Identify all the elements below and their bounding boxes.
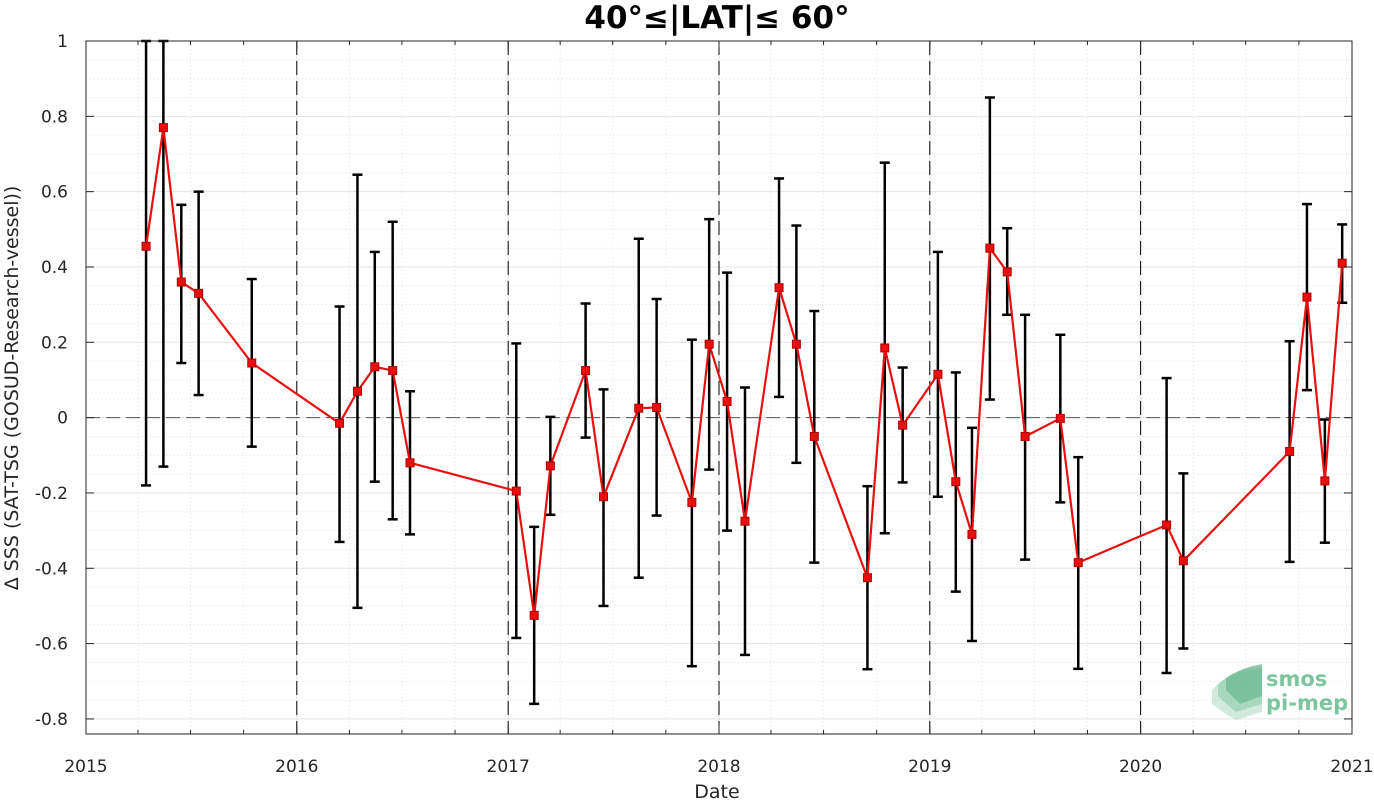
data-point	[634, 403, 644, 413]
series-markers	[141, 123, 1347, 620]
y-axis-label: Δ SSS (SAT-TSG (GOSUD-Research-vessel))	[1, 186, 23, 591]
data-point	[1055, 413, 1065, 423]
x-tick-label: 2017	[487, 757, 530, 777]
x-tick-label: 2015	[64, 757, 107, 777]
x-tick-label: 2021	[1330, 757, 1373, 777]
chart-title: 40°≤|LAT|≤ 60°	[584, 0, 849, 36]
data-point	[898, 420, 908, 430]
smos-pi-mep-logo: smos pi-mep	[1212, 664, 1348, 720]
data-point	[598, 492, 608, 502]
data-point	[1302, 292, 1312, 302]
y-tick-label: -0.4	[35, 559, 68, 579]
y-tick-label: 0	[57, 409, 68, 429]
data-point	[967, 529, 977, 539]
data-point	[388, 366, 398, 376]
data-point	[335, 418, 345, 428]
data-point	[405, 458, 415, 468]
data-point	[1337, 258, 1347, 268]
data-point	[176, 277, 186, 287]
data-point	[529, 610, 539, 620]
data-point	[158, 123, 168, 133]
x-tick-label: 2019	[908, 757, 951, 777]
data-point	[194, 288, 204, 298]
x-tick-label: 2020	[1119, 757, 1162, 777]
data-point	[247, 358, 257, 368]
data-point	[1020, 431, 1030, 441]
logo-text-line2: pi-mep	[1266, 691, 1348, 715]
data-point	[722, 396, 732, 406]
y-tick-label: 0.6	[41, 183, 68, 203]
data-point	[1002, 267, 1012, 277]
y-tick-label: -0.2	[35, 484, 68, 504]
data-point	[809, 431, 819, 441]
logo-text-line1: smos	[1266, 667, 1327, 691]
data-point	[370, 362, 380, 372]
data-point	[880, 343, 890, 353]
data-point	[933, 369, 943, 379]
data-point	[1162, 520, 1172, 530]
error-bar	[158, 39, 169, 468]
data-point	[141, 241, 151, 251]
y-tick-label: 0.2	[41, 333, 68, 353]
data-point	[511, 486, 521, 496]
data-point	[704, 339, 714, 349]
data-point	[652, 402, 662, 412]
error-bar	[141, 39, 152, 487]
data-point	[352, 386, 362, 396]
y-axis-ticks: 1 0.8 0.6 0.4 0.2 0 -0.2 -0.4 -0.6 -0.8	[35, 32, 1352, 730]
data-point	[862, 573, 872, 583]
error-bars	[141, 39, 1348, 706]
data-point	[1320, 476, 1330, 486]
y-tick-label: -0.8	[35, 710, 68, 730]
data-point	[1285, 447, 1295, 457]
data-point	[545, 461, 555, 471]
logo-waves-icon	[1212, 664, 1262, 720]
x-tick-label: 2018	[697, 757, 740, 777]
x-axis-label: Date	[694, 781, 739, 801]
year-boundary-lines	[296, 41, 1142, 734]
data-point	[687, 497, 697, 507]
data-point	[985, 243, 995, 253]
data-point	[1073, 558, 1083, 568]
x-tick-label: 2016	[275, 757, 318, 777]
y-tick-label: -0.6	[35, 635, 68, 655]
x-axis-ticks: 2015 2016 2017 2018 2019 2020 2021	[64, 41, 1374, 777]
y-tick-label: 0.4	[41, 258, 68, 278]
data-point	[740, 516, 750, 526]
data-point	[951, 477, 961, 487]
y-tick-label: 0.8	[41, 107, 68, 127]
data-point	[791, 339, 801, 349]
data-point	[774, 283, 784, 293]
data-point	[1178, 556, 1188, 566]
y-tick-label: 1	[57, 32, 68, 52]
data-point	[581, 366, 591, 376]
